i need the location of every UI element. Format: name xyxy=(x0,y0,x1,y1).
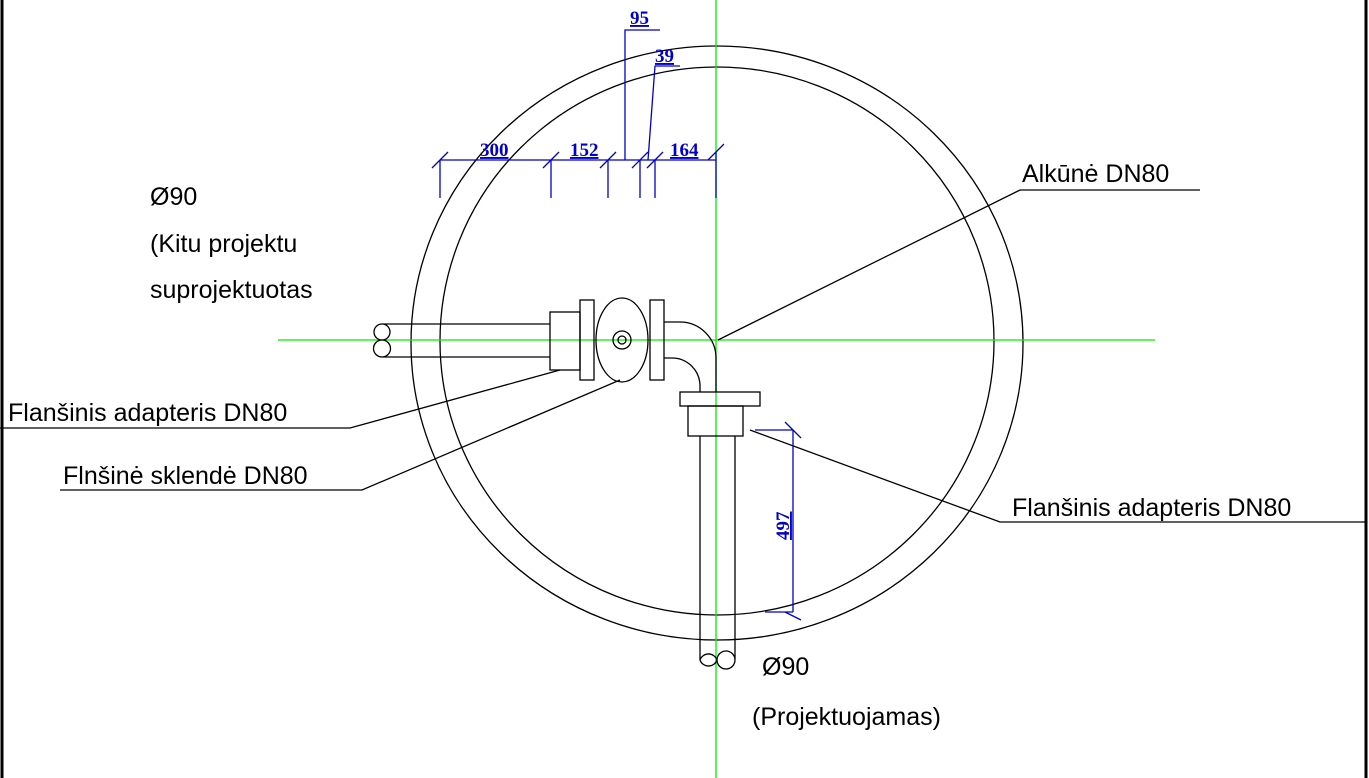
label: Ø90 xyxy=(762,653,809,681)
dimension: 152 xyxy=(570,140,599,161)
dimension: 164 xyxy=(670,140,699,161)
tank-outer xyxy=(410,45,1024,641)
label: Flanšinis adapteris DN80 xyxy=(1012,494,1291,522)
dimension-lines xyxy=(431,29,802,621)
label: (Kitu projektu xyxy=(150,230,297,258)
label: Alkūnė DN80 xyxy=(1022,160,1169,188)
label: suprojektuotas xyxy=(150,276,313,304)
label: Flanšinis adapteris DN80 xyxy=(8,399,287,427)
leaders xyxy=(0,189,1365,523)
dimension: 95 xyxy=(630,8,649,29)
label: Ø90 xyxy=(150,183,197,211)
label: Flnšinė sklendė DN80 xyxy=(63,462,308,490)
piping xyxy=(372,297,761,670)
dimension: 497 xyxy=(773,511,794,540)
tank-inner xyxy=(439,66,995,616)
dimension: 300 xyxy=(480,140,509,161)
dimension: 39 xyxy=(655,46,674,67)
label: (Projektuojamas) xyxy=(752,703,941,731)
